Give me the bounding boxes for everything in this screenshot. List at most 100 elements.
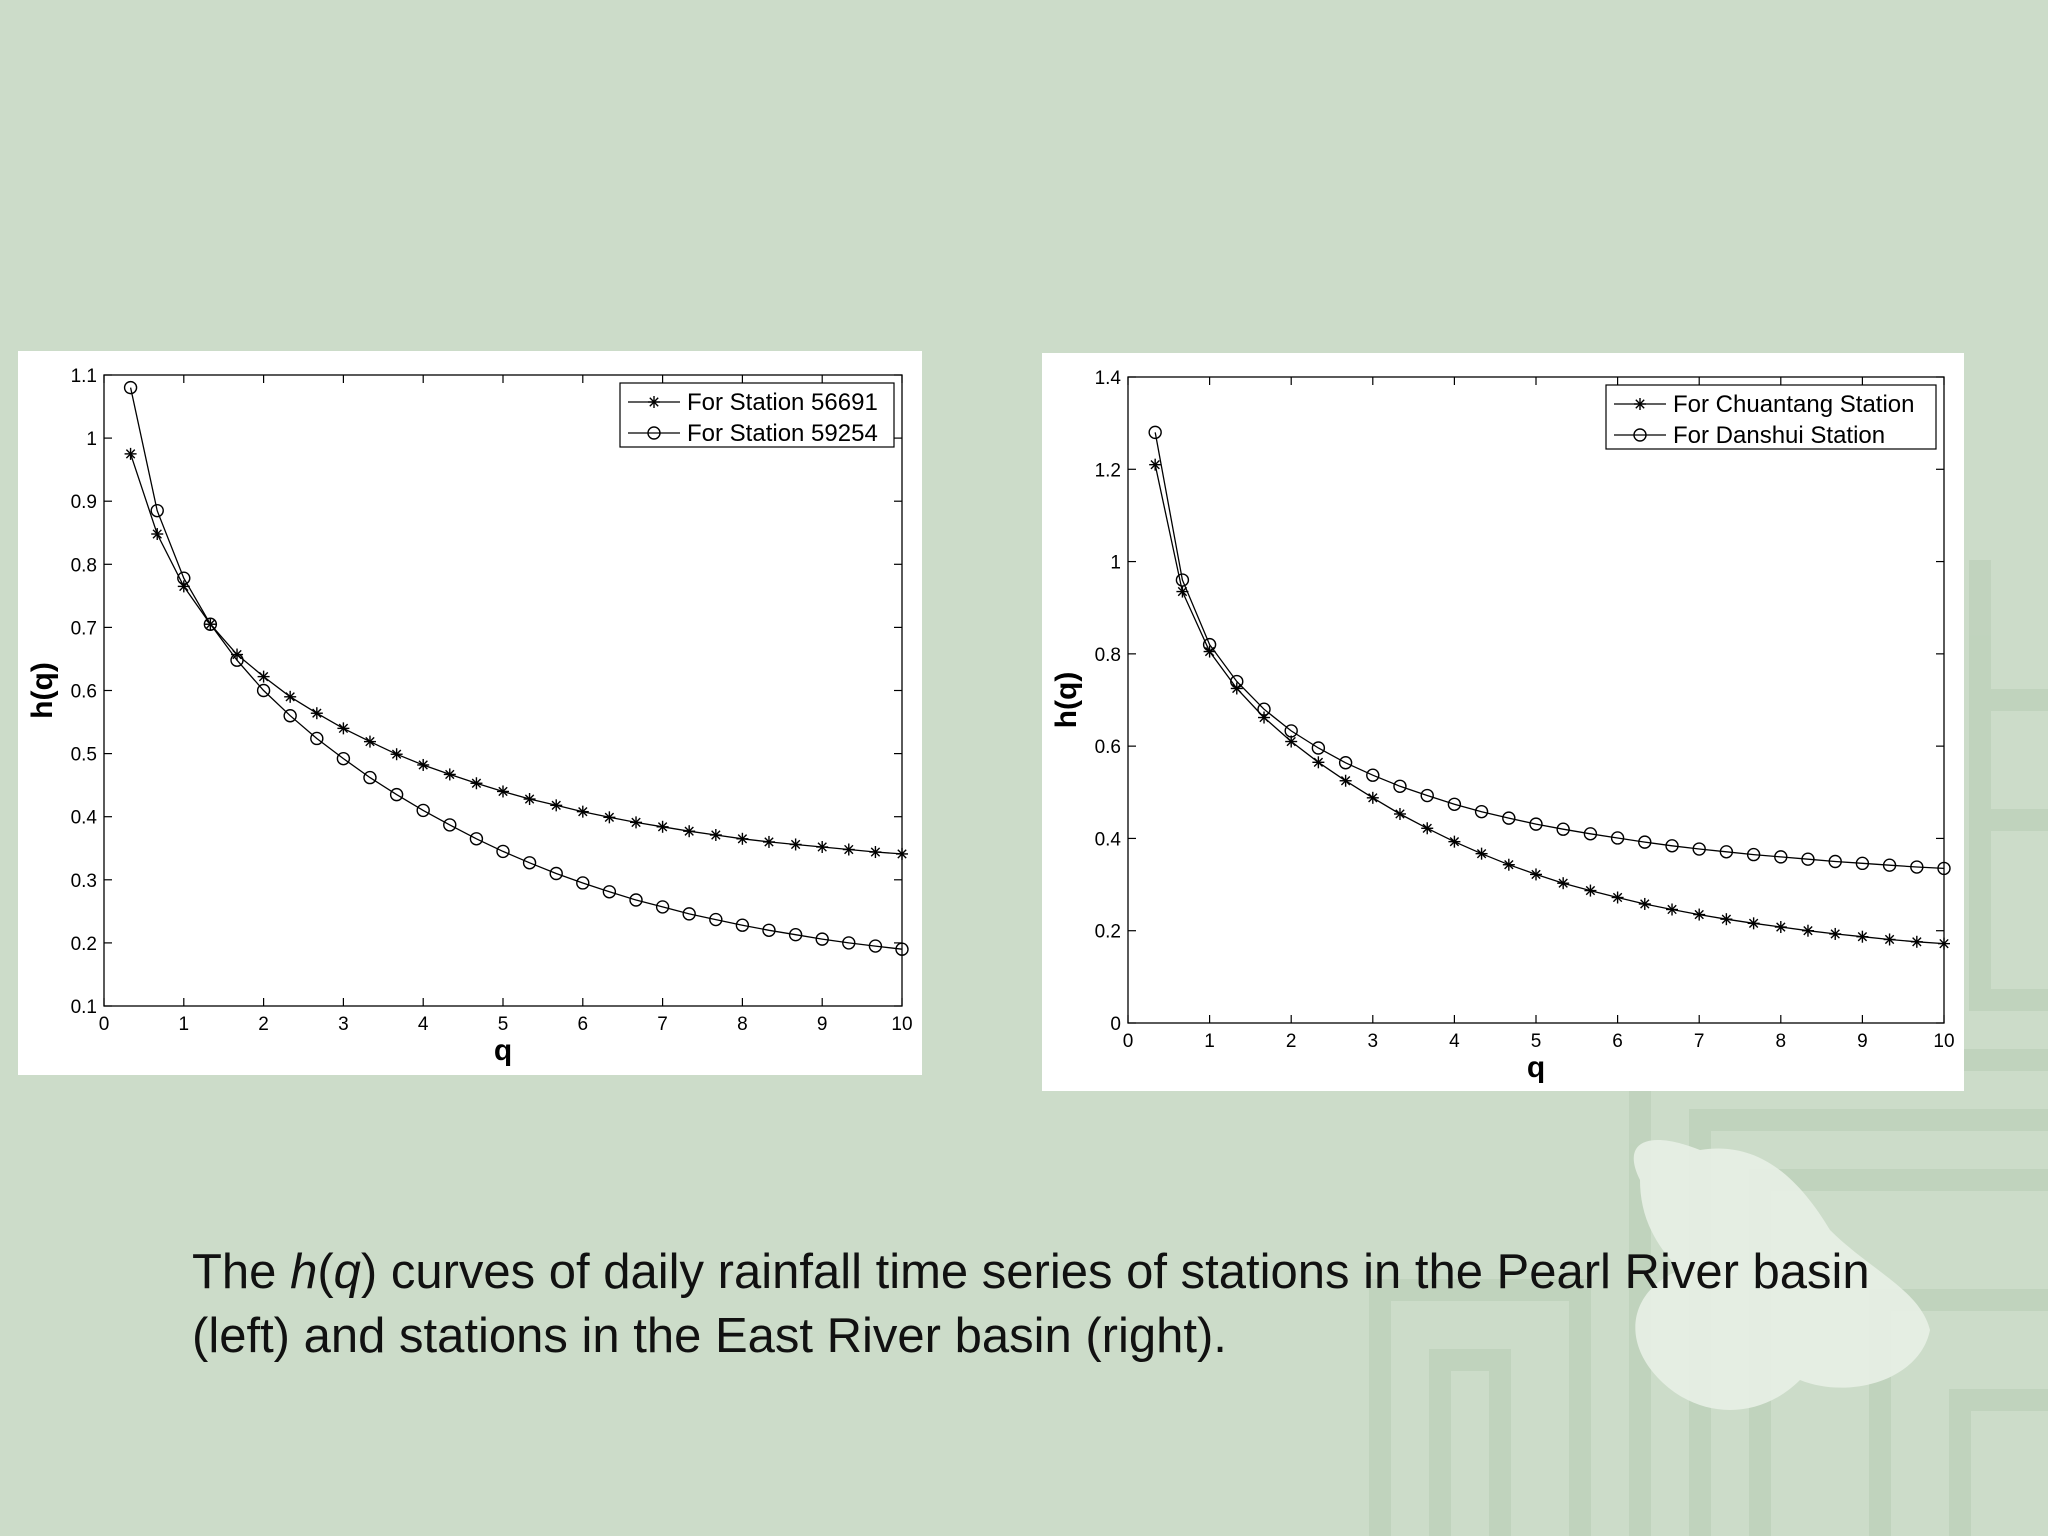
right-chart-x-tick-label: 10 xyxy=(1933,1031,1954,1052)
left-chart-y-tick-label: 0.3 xyxy=(71,871,97,892)
left-chart-y-axis-label: h(q) xyxy=(26,662,59,719)
right-chart-data-point xyxy=(1801,852,1815,866)
right-chart-data-point xyxy=(1149,458,1162,471)
left-chart-legend-entry: For Station 59254 xyxy=(687,420,878,447)
left-chart-data-point xyxy=(389,787,404,802)
right-chart-data-point xyxy=(1203,645,1216,658)
left-chart-data-point xyxy=(363,770,377,785)
left-chart-data-point xyxy=(123,380,138,395)
left-chart-data-point xyxy=(150,503,164,518)
left-chart-plot-frame xyxy=(103,374,903,1007)
chart-left: 0 1 2 3 4 5 6 7 8 9 10 0.1 0.2 0.3 0.4 0.5 0.6 0.7 0.8 0.9 1… xyxy=(26,366,913,1067)
right-chart-data-point xyxy=(1230,682,1243,695)
right-chart-x-tick-label: 1 xyxy=(1204,1031,1215,1052)
left-chart-data-point xyxy=(497,785,509,798)
right-chart-data-point xyxy=(1747,917,1760,930)
right-chart-data-point xyxy=(1311,741,1326,755)
right-chart-data-point xyxy=(1393,779,1407,793)
right-chart-series-line xyxy=(1154,464,1945,945)
left-chart-x-tick-label: 0 xyxy=(99,1014,110,1035)
right-chart-data-point xyxy=(1502,858,1515,871)
right-chart-x-tick-label: 9 xyxy=(1857,1031,1868,1052)
right-chart-data-point xyxy=(1366,768,1380,782)
chart-panel-right: 0 1 2 3 4 5 6 7 8 9 10 0 0.2 0.4 0.6 0.8 1 1.2 1.4 q h(q) For… xyxy=(1042,353,1964,1091)
right-chart-x-tick-label: 4 xyxy=(1449,1031,1460,1052)
left-chart-y-tick-label: 1 xyxy=(86,429,97,450)
dragon-ornament-icon xyxy=(1633,1140,1930,1410)
left-chart-data-point xyxy=(602,885,617,899)
left-chart-data-point xyxy=(523,793,536,806)
right-chart-data-point xyxy=(1828,854,1842,869)
right-chart-data-point xyxy=(1284,724,1298,738)
caption-h: h xyxy=(290,1245,318,1299)
right-chart-legend-marker xyxy=(1633,428,1647,442)
right-chart-data-point xyxy=(1583,827,1598,841)
left-chart-data-point xyxy=(416,803,430,818)
left-chart-data-point xyxy=(655,900,670,914)
left-chart-data-point xyxy=(230,653,244,667)
right-chart-data-point xyxy=(1366,791,1379,804)
left-chart-data-point xyxy=(895,942,909,956)
left-chart-data-point xyxy=(630,816,643,829)
left-chart-x-tick-label: 8 xyxy=(737,1014,748,1035)
right-chart-data-point xyxy=(1475,847,1488,860)
right-chart-data-point xyxy=(1719,845,1734,859)
right-chart-x-tick-label: 2 xyxy=(1286,1031,1297,1052)
left-chart-data-point xyxy=(336,751,351,766)
left-chart-data-point xyxy=(815,932,829,946)
left-chart-data-point xyxy=(283,709,297,723)
right-chart-data-point xyxy=(1474,804,1489,819)
right-chart-data-point xyxy=(1746,847,1761,862)
left-chart-data-point xyxy=(762,923,776,937)
right-chart-y-tick-label: 1.4 xyxy=(1095,368,1122,389)
right-chart-data-point xyxy=(1610,831,1625,845)
left-chart-data-point xyxy=(390,748,403,761)
right-chart-data-point xyxy=(1666,903,1679,916)
right-chart-data-point xyxy=(1720,913,1733,926)
left-chart-y-tick-label: 0.6 xyxy=(71,682,97,703)
right-chart-data-point xyxy=(1638,835,1652,849)
right-chart-data-point xyxy=(1938,937,1950,950)
left-chart-data-point xyxy=(576,876,590,890)
left-chart-legend-entry: For Station 56691 xyxy=(687,389,878,416)
left-chart-legend: For Station 56691 For Station 59254 xyxy=(619,382,895,448)
right-chart-legend: For Chuantang Station For Danshui Station xyxy=(1605,384,1937,450)
right-chart-data-point xyxy=(1447,797,1462,811)
left-chart-data-point xyxy=(788,927,803,942)
left-chart-x-tick-label: 5 xyxy=(498,1014,509,1035)
left-chart-data-point xyxy=(789,838,802,851)
left-chart-y-tick-label: 0.8 xyxy=(71,555,97,576)
left-chart-data-point xyxy=(629,893,643,907)
left-chart-data-point xyxy=(469,832,484,846)
right-chart-y-tick-label: 1.2 xyxy=(1095,460,1121,481)
right-chart-data-point xyxy=(1856,930,1869,943)
caption-part3: ) curves of daily rainfall time series o… xyxy=(192,1245,1870,1363)
left-chart-x-tick-label: 9 xyxy=(817,1014,828,1035)
left-chart-x-tick-label: 10 xyxy=(891,1014,912,1035)
left-chart-legend-marker xyxy=(648,396,660,408)
right-chart-data-point xyxy=(1420,788,1434,803)
left-chart-data-point xyxy=(522,856,537,870)
left-chart-data-point xyxy=(735,918,750,932)
left-chart-data-point xyxy=(576,805,589,818)
right-chart-data-point xyxy=(1393,807,1406,820)
chart-right: 0 1 2 3 4 5 6 7 8 9 10 0 0.2 0.4 0.6 0.8 1 1.2 1.4 q h(q) For… xyxy=(1050,368,1955,1084)
left-chart-y-tick-label: 1.1 xyxy=(71,366,97,387)
right-chart-data-point xyxy=(1829,927,1842,940)
left-chart-data-point xyxy=(310,707,323,720)
left-chart-x-tick-label: 2 xyxy=(258,1014,269,1035)
right-chart-data-point xyxy=(1638,897,1651,910)
right-chart-series-0 xyxy=(1149,458,1950,950)
left-chart-data-point xyxy=(443,768,456,781)
right-chart-data-point xyxy=(1774,850,1788,864)
right-chart-data-point xyxy=(1556,822,1570,836)
chart-panel-left: 0 1 2 3 4 5 6 7 8 9 10 0.1 0.2 0.3 0.4 0.5 0.6 0.7 0.8 0.9 1… xyxy=(18,351,922,1075)
left-chart-data-point xyxy=(736,832,749,845)
right-chart-data-point xyxy=(1530,868,1542,881)
right-chart-y-tick-label: 0.8 xyxy=(1095,645,1121,666)
left-chart-data-point xyxy=(603,811,616,824)
left-chart-data-point xyxy=(842,843,855,856)
right-chart-data-point xyxy=(1312,756,1325,769)
left-chart-series-line xyxy=(129,387,903,950)
left-chart-data-point xyxy=(709,828,722,841)
